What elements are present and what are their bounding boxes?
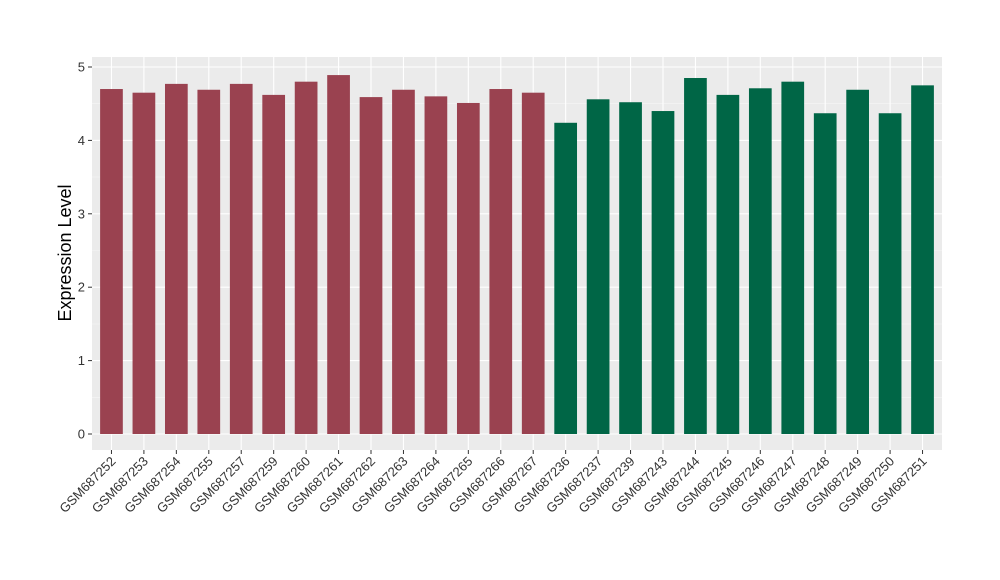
bar	[489, 89, 513, 435]
bar	[781, 81, 805, 435]
y-tick-label: 0	[78, 427, 85, 442]
bar	[359, 97, 383, 435]
bar	[554, 122, 578, 434]
bar	[748, 88, 772, 434]
bar	[327, 75, 350, 434]
bar	[100, 89, 123, 435]
bar	[651, 111, 675, 434]
bar	[164, 83, 188, 434]
bar	[424, 96, 448, 435]
bar	[684, 78, 707, 434]
bar	[197, 89, 221, 434]
y-axis-label: Expression Level	[55, 184, 75, 321]
bar	[456, 102, 480, 434]
bar	[229, 83, 253, 434]
y-tick-label: 2	[78, 280, 85, 295]
bar	[586, 99, 610, 435]
y-tick-label: 3	[78, 206, 85, 221]
bar	[619, 102, 642, 435]
bar	[878, 113, 902, 434]
bar	[132, 92, 156, 434]
bar	[716, 94, 740, 434]
bar	[813, 113, 837, 434]
y-tick-label: 5	[78, 60, 85, 75]
bar	[262, 94, 286, 434]
bar	[294, 81, 318, 435]
bar	[911, 85, 934, 434]
bar	[846, 89, 870, 434]
y-tick-label: 4	[78, 133, 85, 148]
bar	[392, 89, 415, 434]
y-tick-label: 1	[78, 353, 85, 368]
bar	[521, 92, 545, 434]
